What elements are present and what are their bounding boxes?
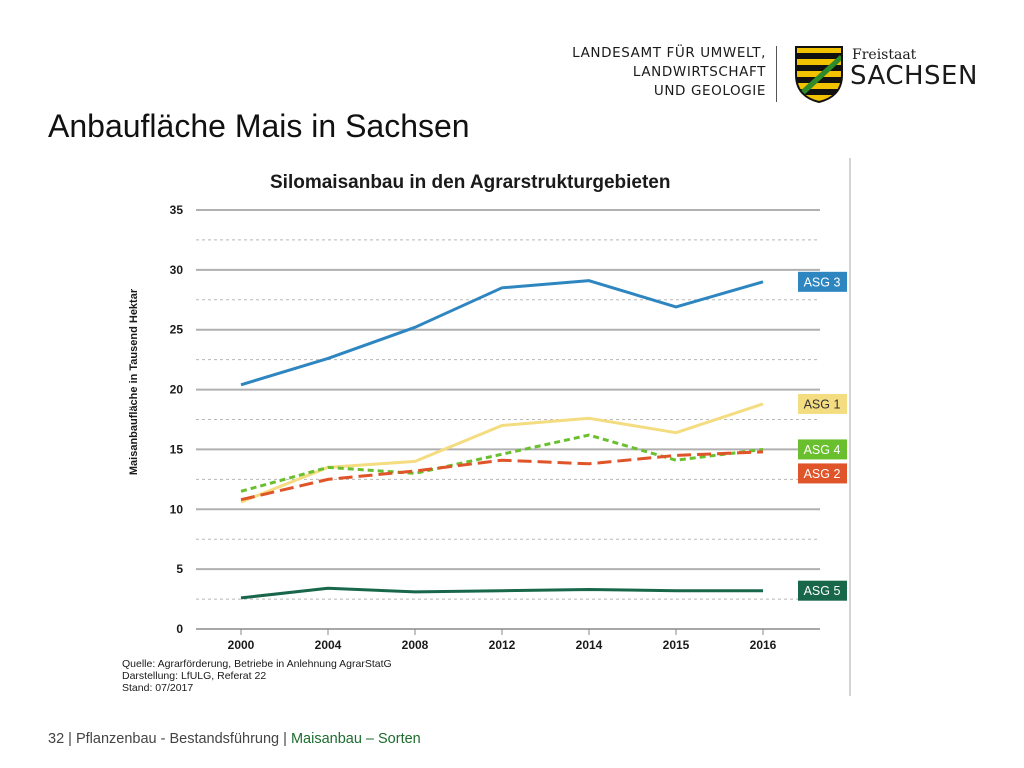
y-tick-label: 25 [170, 323, 184, 337]
legend-label-asg-2: ASG 2 [804, 467, 841, 481]
y-tick-label: 30 [170, 263, 184, 277]
header-divider [776, 46, 777, 102]
legend-box-asg-2 [798, 463, 847, 484]
x-tick-label: 2012 [489, 638, 516, 652]
y-tick-label: 20 [170, 383, 184, 397]
y-tick-label: 35 [170, 203, 184, 217]
series-line-asg-4 [240, 433, 764, 493]
chart-title: Silomaisanbau in den Agrarstrukturgebiet… [270, 172, 671, 193]
x-tick-label: 2015 [663, 638, 690, 652]
chart-source-note: Quelle: Agrarförderung, Betriebe in Anle… [122, 658, 392, 694]
line-chart: 0 5 10 15 20 25 30 35 2000 2004 2008 2012 2014 2015 20… [170, 203, 847, 652]
y-tick-label: 15 [170, 442, 184, 456]
footer-separator: | [279, 731, 291, 747]
source-line: Quelle: Agrarförderung, Betriebe in Anle… [122, 658, 392, 670]
brand-main-text: SACHSEN [850, 61, 978, 91]
footer-separator: | [64, 731, 76, 747]
org-line: LANDWIRTSCHAFT [632, 64, 766, 80]
x-tick-label: 2014 [576, 638, 603, 652]
legend-label-asg-5: ASG 5 [804, 584, 841, 598]
source-line: Darstellung: LfULG, Referat 22 [122, 670, 267, 682]
legend-label-asg-4: ASG 4 [804, 443, 841, 457]
legend-box-asg-3 [798, 271, 847, 292]
footer-section: Pflanzenbau - Bestandsführung [75, 731, 280, 747]
legend-box-asg-1 [798, 393, 847, 414]
x-tick-label: 2008 [402, 638, 429, 652]
series-line-asg-5 [240, 586, 763, 600]
page-title: Anbaufläche Mais in Sachsen [48, 108, 470, 144]
y-tick-label: 0 [176, 622, 183, 636]
series-line-asg-2 [240, 450, 764, 502]
x-tick-label: 2000 [228, 638, 255, 652]
source-line: Stand: 07/2017 [122, 682, 194, 694]
footer-active-topic[interactable]: Maisanbau – Sorten [290, 731, 421, 747]
series-line-asg-3 [240, 279, 764, 387]
legend-box-asg-5 [798, 580, 847, 601]
chart-panel [118, 158, 851, 696]
brand-top-text: Freistaat [852, 47, 917, 63]
legend-label-asg-1: ASG 1 [804, 397, 841, 411]
coat-of-arms-icon [795, 46, 843, 103]
org-line: UND GEOLOGIE [653, 83, 766, 99]
x-tick-label: 2004 [315, 638, 342, 652]
x-tick-label: 2016 [750, 638, 777, 652]
y-tick-label: 5 [176, 562, 183, 576]
legend-label-asg-3: ASG 3 [804, 275, 841, 289]
org-name: LANDESAMT FÜR UMWELT, LANDWIRTSCHAFT UND… [540, 44, 766, 101]
org-line: LANDESAMT FÜR UMWELT, [572, 45, 766, 61]
y-tick-label: 10 [170, 502, 184, 516]
footer-page-number: 32 [48, 731, 65, 747]
legend-box-asg-4 [798, 439, 847, 460]
series-line-asg-1 [240, 402, 764, 504]
footer: 32 | Pflanzenbau - Bestandsführung | Mai… [48, 731, 421, 747]
